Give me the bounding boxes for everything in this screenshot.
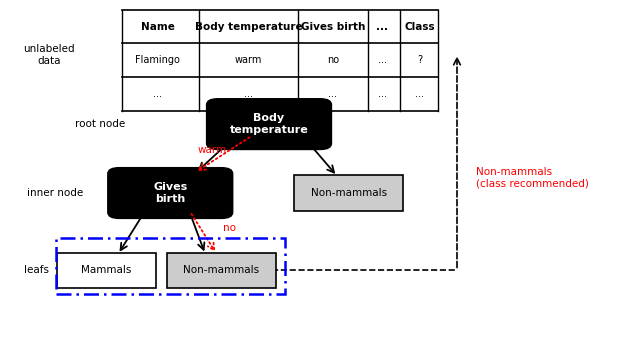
Text: Name: Name xyxy=(141,22,175,32)
FancyBboxPatch shape xyxy=(57,253,156,288)
Text: Class: Class xyxy=(404,22,435,32)
Text: Flamingo: Flamingo xyxy=(135,55,180,65)
Text: ...: ... xyxy=(376,22,388,32)
Text: inner node: inner node xyxy=(28,188,84,198)
FancyBboxPatch shape xyxy=(207,99,332,149)
Text: Body temperature: Body temperature xyxy=(195,22,303,32)
FancyBboxPatch shape xyxy=(294,175,403,211)
FancyBboxPatch shape xyxy=(108,168,233,218)
Text: ...: ... xyxy=(153,89,162,99)
Text: Mammals: Mammals xyxy=(81,265,132,275)
Text: Non-mammals: Non-mammals xyxy=(310,188,387,198)
Text: unlabeled
data: unlabeled data xyxy=(24,44,75,66)
Text: Non-mammals: Non-mammals xyxy=(183,265,259,275)
Text: Gives birth: Gives birth xyxy=(301,22,365,32)
FancyBboxPatch shape xyxy=(167,253,276,288)
Text: leafs: leafs xyxy=(24,265,49,275)
Text: ...: ... xyxy=(244,89,253,99)
Text: Gives
birth: Gives birth xyxy=(153,182,188,204)
Text: Non-mammals
(class recommended): Non-mammals (class recommended) xyxy=(476,167,589,189)
Text: ?: ? xyxy=(417,55,422,65)
Text: ...: ... xyxy=(328,89,337,99)
Text: Body
temperature: Body temperature xyxy=(230,113,308,135)
Text: ...: ... xyxy=(378,89,387,99)
Text: ...: ... xyxy=(378,55,387,65)
Text: root node: root node xyxy=(75,119,125,129)
Text: warm: warm xyxy=(198,145,227,155)
Text: no: no xyxy=(223,223,236,233)
Text: warm: warm xyxy=(235,55,262,65)
Text: no: no xyxy=(326,55,339,65)
Text: ...: ... xyxy=(415,89,424,99)
